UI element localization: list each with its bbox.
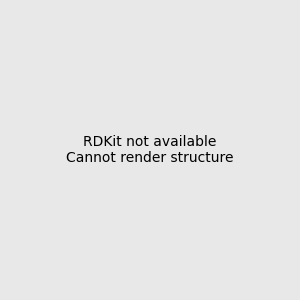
Text: RDKit not available
Cannot render structure: RDKit not available Cannot render struct… (66, 135, 234, 165)
